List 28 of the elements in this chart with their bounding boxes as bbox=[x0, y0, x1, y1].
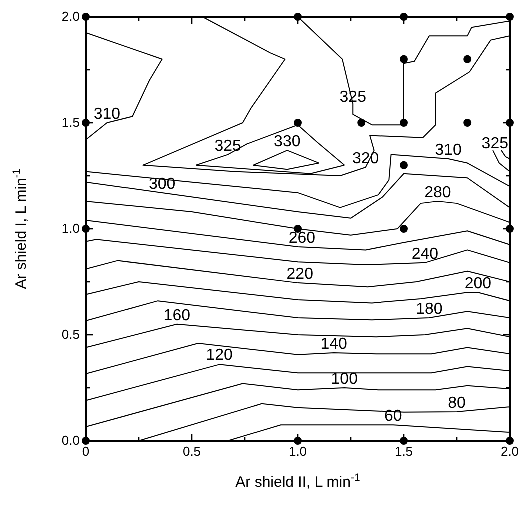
annotation: 120 bbox=[206, 347, 234, 364]
y-tick-label: 2.0 bbox=[62, 9, 80, 24]
y-tick-label: 0.5 bbox=[62, 327, 80, 342]
x-tick-label: 0 bbox=[82, 444, 90, 460]
annotation: 180 bbox=[416, 301, 443, 318]
x-tick-label: 0.5 bbox=[182, 444, 202, 460]
annotation: 60 bbox=[384, 408, 402, 426]
annotation: 160 bbox=[164, 307, 191, 324]
x-tick-label: 2.0 bbox=[500, 444, 520, 460]
x-tick-label: 1.5 bbox=[394, 444, 414, 460]
annotation: 325 bbox=[214, 138, 242, 155]
y-tick-label: 0.0 bbox=[62, 433, 80, 448]
annotation: 260 bbox=[288, 230, 316, 248]
y-tick-label: 1.5 bbox=[62, 115, 80, 130]
x-tick-label: 1.0 bbox=[288, 444, 308, 460]
annotation: 280 bbox=[424, 184, 452, 202]
annotation: 325 bbox=[482, 136, 509, 153]
annotation: 220 bbox=[286, 266, 314, 284]
annotation: 100 bbox=[331, 371, 358, 388]
annotation: 140 bbox=[320, 336, 348, 354]
annotation: 200 bbox=[464, 276, 492, 293]
y-tick-label: 1.0 bbox=[62, 221, 80, 236]
annotation: 240 bbox=[412, 246, 439, 263]
x-axis-title: Ar shield II, L min$^{-1}$ bbox=[236, 472, 360, 491]
annotation: 80 bbox=[448, 394, 466, 412]
annotation: 310 bbox=[435, 142, 462, 160]
annotation: 310 bbox=[94, 106, 121, 123]
annotation: 330 bbox=[274, 134, 301, 151]
